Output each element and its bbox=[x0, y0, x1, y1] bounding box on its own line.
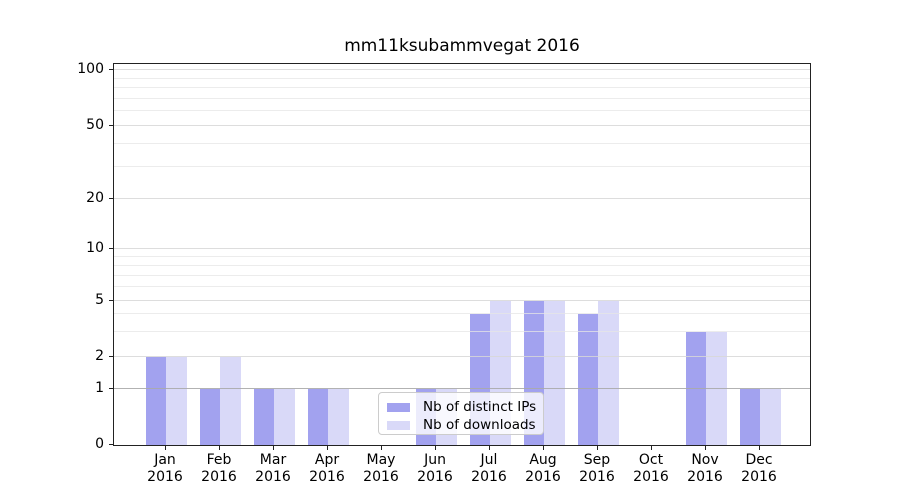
x-tick-mark bbox=[273, 446, 274, 450]
bar-nb-of-downloads bbox=[220, 356, 241, 445]
x-tick-mark bbox=[705, 446, 706, 450]
minor-gridline bbox=[114, 165, 810, 167]
y-tick-mark bbox=[109, 355, 113, 357]
y-tick-label: 1 bbox=[95, 380, 104, 396]
x-tick-mark bbox=[219, 446, 220, 450]
major-gridline bbox=[114, 388, 810, 389]
x-tick-label: May 2016 bbox=[363, 452, 399, 485]
minor-gridline bbox=[114, 110, 810, 112]
major-gridline bbox=[114, 69, 810, 70]
minor-gridline bbox=[114, 87, 810, 89]
y-tick-mark bbox=[109, 198, 113, 199]
y-tick-mark bbox=[109, 69, 113, 70]
minor-gridline bbox=[114, 313, 810, 315]
x-tick-mark bbox=[489, 446, 490, 450]
x-tick-label: Nov 2016 bbox=[687, 452, 723, 485]
bar-nb-of-distinct-ips bbox=[199, 389, 220, 445]
legend-label-distinct-ips: Nb of distinct IPs bbox=[423, 399, 537, 415]
x-tick-label: Jun 2016 bbox=[417, 452, 453, 485]
legend: Nb of distinct IPs Nb of downloads bbox=[378, 392, 544, 435]
x-tick-mark bbox=[759, 446, 760, 450]
minor-gridline bbox=[114, 97, 810, 99]
minor-gridline bbox=[114, 274, 810, 276]
legend-label-downloads: Nb of downloads bbox=[423, 417, 536, 433]
y-tick-label: 2 bbox=[95, 347, 104, 364]
bar-nb-of-distinct-ips bbox=[145, 356, 166, 445]
major-gridline bbox=[114, 355, 810, 357]
y-tick-label: 5 bbox=[95, 291, 104, 308]
x-tick-label: Jul 2016 bbox=[471, 452, 507, 485]
bar-nb-of-downloads bbox=[166, 356, 187, 445]
plot-area: Nb of distinct IPs Nb of downloads bbox=[113, 63, 811, 446]
x-tick-mark bbox=[597, 446, 598, 450]
x-tick-label: Sep 2016 bbox=[579, 452, 615, 485]
x-tick-label: Apr 2016 bbox=[309, 452, 345, 485]
x-tick-label: Mar 2016 bbox=[255, 452, 291, 485]
x-tick-label: Jan 2016 bbox=[147, 452, 183, 485]
bar-nb-of-downloads bbox=[274, 389, 295, 445]
major-gridline bbox=[114, 299, 810, 301]
major-gridline bbox=[114, 248, 810, 249]
minor-gridline bbox=[114, 142, 810, 144]
minor-gridline bbox=[114, 264, 810, 266]
bar-nb-of-distinct-ips bbox=[253, 389, 274, 445]
bar-nb-of-downloads bbox=[328, 389, 349, 445]
major-gridline bbox=[114, 198, 810, 199]
bar-nb-of-distinct-ips bbox=[307, 389, 328, 445]
bar-nb-of-downloads bbox=[544, 300, 565, 445]
bar-nb-of-downloads bbox=[598, 300, 619, 445]
minor-gridline bbox=[114, 330, 810, 332]
bar-nb-of-distinct-ips bbox=[577, 314, 598, 445]
legend-item-downloads: Nb of downloads bbox=[387, 417, 536, 433]
x-tick-label: Aug 2016 bbox=[525, 452, 561, 485]
x-tick-mark bbox=[381, 446, 382, 450]
bar-nb-of-distinct-ips bbox=[739, 389, 760, 445]
y-tick-mark bbox=[109, 444, 113, 445]
bar-nb-of-downloads bbox=[760, 389, 781, 445]
x-axis: Jan 2016 Feb 2016 Mar 2016 Apr 2016 May 2016 Jun 20… bbox=[113, 445, 811, 500]
x-tick-label: Dec 2016 bbox=[741, 452, 777, 485]
major-gridline bbox=[114, 125, 810, 126]
y-tick-label: 0 bbox=[95, 436, 104, 452]
x-tick-mark bbox=[435, 446, 436, 450]
x-tick-mark bbox=[165, 446, 166, 450]
y-tick-label: 10 bbox=[86, 240, 104, 256]
y-tick-label: 20 bbox=[86, 190, 104, 206]
x-tick-mark bbox=[651, 446, 652, 450]
y-tick-mark bbox=[109, 299, 113, 301]
y-tick-mark bbox=[109, 248, 113, 249]
x-tick-mark bbox=[327, 446, 328, 450]
y-tick-mark bbox=[109, 125, 113, 126]
y-tick-label: 50 bbox=[86, 117, 104, 133]
minor-gridline bbox=[114, 286, 810, 288]
x-tick-label: Oct 2016 bbox=[633, 452, 669, 485]
x-tick-label: Feb 2016 bbox=[201, 452, 237, 485]
legend-swatch-downloads bbox=[387, 420, 410, 430]
chart-title: mm11ksubammvegat 2016 bbox=[344, 36, 580, 56]
y-tick-label: 100 bbox=[77, 61, 104, 77]
y-axis: 0 1 2 5 10 20 50 100 bbox=[0, 61, 113, 452]
minor-gridline bbox=[114, 77, 810, 79]
minor-gridline bbox=[114, 255, 810, 257]
legend-item-distinct-ips: Nb of distinct IPs bbox=[387, 399, 537, 415]
x-tick-mark bbox=[543, 446, 544, 450]
y-tick-mark bbox=[109, 388, 113, 389]
legend-swatch-distinct-ips bbox=[387, 402, 410, 412]
